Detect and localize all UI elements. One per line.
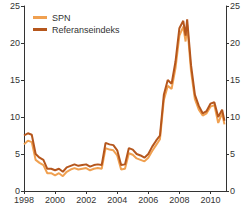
svg-text:10: 10 [230,112,240,122]
svg-text:1998: 1998 [14,195,34,205]
svg-text:2002: 2002 [76,195,96,205]
svg-text:0: 0 [15,186,20,196]
svg-text:Referanseindeks: Referanseindeks [52,25,120,35]
svg-text:25: 25 [230,1,240,11]
svg-text:2010: 2010 [200,195,220,205]
svg-text:5: 5 [15,149,20,159]
svg-text:20: 20 [230,38,240,48]
svg-text:20: 20 [10,38,20,48]
svg-text:2008: 2008 [169,195,189,205]
svg-text:2006: 2006 [138,195,158,205]
svg-text:0: 0 [230,186,235,196]
svg-text:2004: 2004 [107,195,127,205]
svg-text:5: 5 [230,149,235,159]
svg-text:25: 25 [10,1,20,11]
svg-text:10: 10 [10,112,20,122]
svg-text:15: 15 [10,75,20,85]
svg-text:2000: 2000 [45,195,65,205]
svg-text:15: 15 [230,75,240,85]
svg-text:SPN: SPN [52,13,71,23]
